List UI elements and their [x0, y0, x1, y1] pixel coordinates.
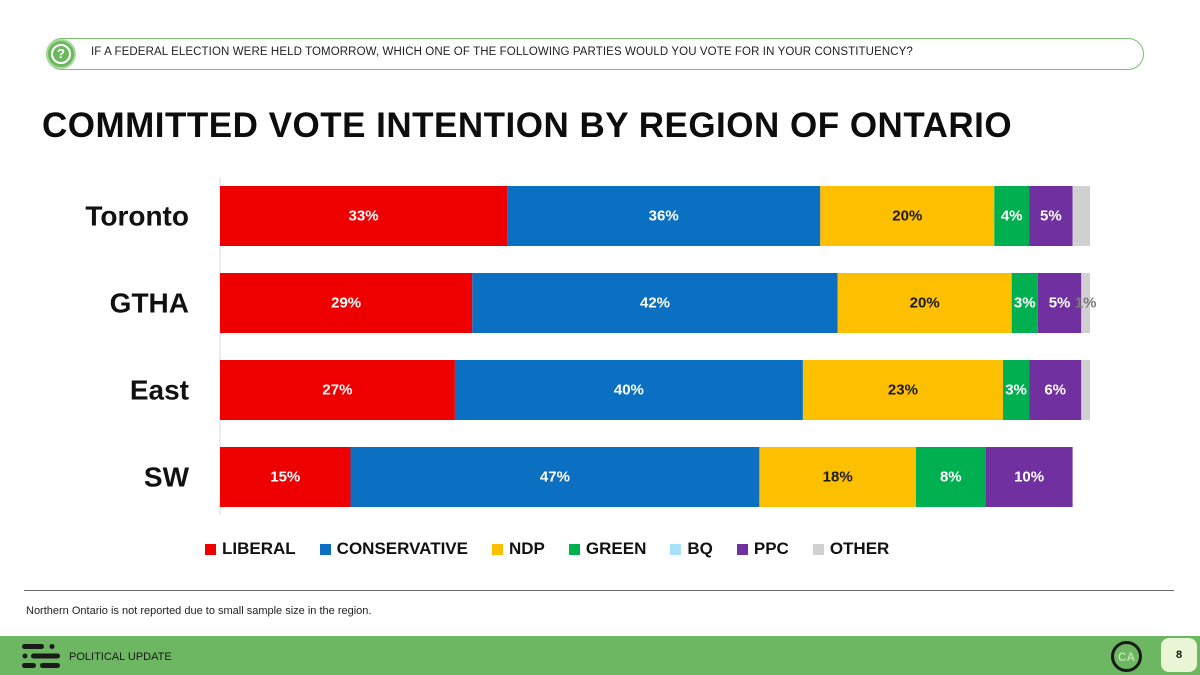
bar-segment-ppc — [1029, 360, 1082, 420]
data-label: 20% — [892, 208, 922, 225]
data-label: 20% — [910, 295, 940, 312]
legend-swatch-liberal — [205, 543, 216, 555]
legend-item-bq: BQ — [670, 539, 713, 559]
page-number: 8 — [1161, 638, 1197, 672]
legend-label: NDP — [508, 539, 545, 558]
category-label: GTHA — [110, 288, 189, 319]
bar-segment-liberal — [220, 447, 351, 507]
data-label: 1% — [1075, 295, 1097, 312]
legend-item-other: OTHER — [812, 539, 890, 559]
bar-segment-green — [994, 186, 1030, 246]
question-banner — [46, 38, 1144, 70]
data-label: 10% — [1014, 469, 1044, 486]
data-label: 4% — [1001, 208, 1023, 225]
legend-swatch-bq — [670, 543, 682, 555]
chart-legend: LIBERAL CONSERVATIVE NDP GREEN BQ PPC OT… — [205, 538, 889, 560]
bar-segment-green — [1003, 360, 1030, 420]
legend-label: CONSERVATIVE — [336, 539, 468, 558]
bar-segment-conservative — [507, 186, 821, 246]
data-label: 3% — [1014, 295, 1036, 312]
bar-segment-ppc — [985, 447, 1073, 507]
stacked-bar-chart: Toronto 33% 36% 20% 4% 5%GTHA 29% 42% 20% 3% 5% 1%E… — [85, 178, 1097, 515]
data-label: 29% — [331, 295, 361, 312]
bar-segment-ppc — [1029, 186, 1073, 246]
data-label: 23% — [888, 382, 918, 399]
footer-bar — [0, 636, 1200, 675]
category-label: East — [130, 375, 189, 406]
data-label: 42% — [640, 295, 670, 312]
footnote-divider — [24, 590, 1174, 591]
bar-segment-ppc — [1037, 273, 1082, 333]
data-label: 6% — [1044, 382, 1066, 399]
category-label: Toronto — [85, 201, 189, 232]
legend-item-conservative: CONSERVATIVE — [319, 539, 468, 559]
bar-segment-conservative — [350, 447, 760, 507]
bar-segment-ndp — [759, 447, 916, 507]
data-label: 8% — [940, 469, 962, 486]
legend-item-ndp: NDP — [491, 539, 545, 559]
ca-logo-badge: CA — [1111, 641, 1142, 672]
bar-segment-green — [1011, 273, 1038, 333]
legend-label: GREEN — [585, 539, 647, 558]
survey-question: IF A FEDERAL ELECTION WERE HELD TOMORROW… — [91, 46, 913, 58]
data-label: 5% — [1040, 208, 1062, 225]
legend-swatch-green — [568, 543, 580, 555]
data-label: 27% — [322, 382, 352, 399]
footer-label: POLITICAL UPDATE — [69, 651, 172, 663]
data-label: 3% — [1005, 382, 1027, 399]
bar-segment-conservative — [472, 273, 838, 333]
bar-segment-green — [916, 447, 986, 507]
bar-segment-ndp — [820, 186, 995, 246]
question-mark-icon: ? — [46, 39, 76, 69]
bar-segment-liberal — [220, 273, 473, 333]
bar-segment-other — [1072, 186, 1090, 246]
footnote: Northern Ontario is not reported due to … — [26, 605, 372, 617]
data-label: 15% — [270, 469, 300, 486]
data-label: 18% — [823, 469, 853, 486]
legend-label: PPC — [753, 539, 789, 558]
data-label: 47% — [540, 469, 570, 486]
data-label: 33% — [349, 208, 379, 225]
bar-segment-other — [1081, 360, 1090, 420]
bar-segment-ndp — [837, 273, 1012, 333]
data-label: 36% — [649, 208, 679, 225]
chart-title: COMMITTED VOTE INTENTION BY REGION OF ON… — [42, 106, 1013, 145]
bar-segment-ndp — [802, 360, 1003, 420]
legend-label: OTHER — [829, 539, 890, 558]
legend-item-liberal: LIBERAL — [205, 539, 296, 559]
legend-swatch-conservative — [319, 543, 331, 555]
bar-segment-liberal — [220, 186, 508, 246]
legend-item-green: GREEN — [568, 539, 647, 559]
bar-segment-other — [1081, 273, 1090, 333]
legend-item-ppc: PPC — [736, 539, 789, 559]
bars-logo-icon — [22, 644, 60, 668]
bar-segment-conservative — [454, 360, 803, 420]
data-label: 40% — [614, 382, 644, 399]
legend-label: LIBERAL — [222, 539, 296, 558]
legend-swatch-other — [812, 543, 824, 555]
legend-swatch-ppc — [736, 543, 748, 555]
data-label: 5% — [1049, 295, 1071, 312]
category-label: SW — [144, 462, 190, 493]
legend-swatch-ndp — [491, 543, 503, 555]
legend-label: BQ — [687, 539, 713, 558]
bar-segment-liberal — [220, 360, 455, 420]
